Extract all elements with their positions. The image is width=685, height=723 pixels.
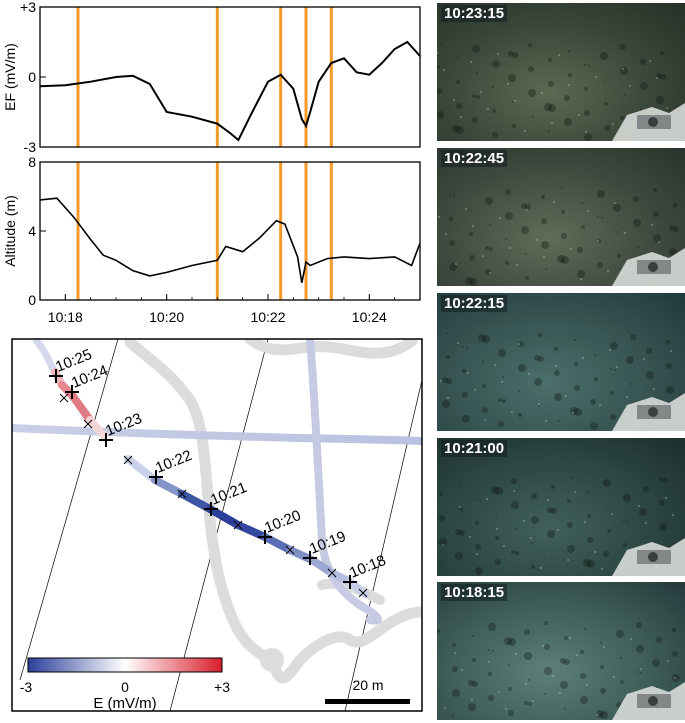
photo-timestamp: 10:22:45: [441, 150, 508, 167]
x-tick-label: 10:18: [48, 309, 83, 325]
x-tick-label: 10:22: [250, 309, 285, 325]
seafloor-photo: 10:21:00: [437, 438, 685, 576]
colorbar-max-label: +3: [214, 679, 230, 695]
seafloor-photo: 10:22:45: [437, 148, 685, 286]
map-half-tick: [327, 568, 337, 578]
seafloor-photo: 10:18:15: [437, 582, 685, 720]
photo-timestamp: 10:22:15: [441, 295, 508, 312]
alt-ylabel: Altitude (m): [2, 195, 18, 267]
y-tick-label: 0: [28, 69, 36, 85]
e-track-segment: [206, 505, 242, 529]
ef-y-ticks: +3 0 -3: [20, 0, 46, 155]
alt-time-markers: [76, 162, 333, 300]
e-track-vertical: [306, 339, 382, 625]
ef-line: [39, 40, 421, 142]
map-frame: [11, 338, 423, 712]
e-track-segment: [104, 436, 132, 463]
ef-ylabel: EF (mV/m): [2, 43, 18, 111]
ef-plot-frame: [39, 6, 421, 148]
vehicle-track: [244, 339, 418, 359]
seafloor-photo: 10:22:15: [437, 293, 685, 431]
map-grid-line: [344, 379, 422, 711]
y-tick-label: 8: [28, 154, 36, 170]
e-track-horizontal: [12, 424, 422, 445]
e-track-segment: [68, 391, 94, 424]
map-half-tick: [177, 489, 187, 499]
map-half-tick: [358, 588, 368, 598]
map-half-tick: [59, 393, 69, 403]
map-half-tick: [285, 545, 295, 555]
colorbar-title: E (mV/m): [93, 695, 156, 712]
photo-texture: [438, 187, 685, 286]
photo-texture: [437, 42, 685, 141]
x-tick-label: 10:24: [352, 309, 387, 325]
scale-bar: [325, 699, 410, 704]
photo-timestamp: 10:18:15: [441, 584, 508, 601]
y-tick-label: 4: [28, 223, 36, 239]
y-tick-label: +3: [20, 0, 36, 15]
photo-timestamp: 10:23:15: [441, 5, 508, 22]
map-grid-line: [19, 339, 119, 681]
e-track-segment: [178, 490, 214, 513]
seafloor-photo: 10:23:15: [437, 3, 685, 141]
x-ticks: 10:18 10:20 10:22 10:24: [39, 294, 421, 325]
x-tick-label: 10:20: [149, 309, 184, 325]
photo-texture: [439, 477, 685, 576]
e-track-segment: [261, 533, 294, 554]
photo-timestamp: 10:21:00: [441, 440, 508, 457]
colorbar-mid-label: 0: [121, 679, 129, 695]
map-half-tick: [123, 455, 133, 465]
colorbar-min-label: -3: [20, 679, 33, 695]
y-tick-label: -3: [24, 139, 37, 155]
alt-y-ticks: 8 4 0: [28, 154, 46, 308]
map-half-tick: [83, 419, 93, 429]
map-half-tick: [233, 520, 243, 530]
map-panel: 10:2510:2410:2310:2210:2110:2010:1910:18…: [11, 338, 423, 712]
e-track-segment: [234, 521, 269, 541]
colorbar: [27, 657, 223, 673]
scale-bar-label: 20 m: [352, 677, 383, 693]
photo-texture: [437, 621, 685, 720]
altitude-panel: 8 4 0 10:18 10:20 10:22 10:24 Altitude (m): [2, 154, 421, 325]
e-track-segment: [151, 476, 186, 498]
ef-panel: +3 0 -3 EF (mV/m): [2, 0, 421, 155]
altitude-line: [39, 197, 421, 283]
alt-plot-frame: [39, 161, 421, 301]
map-grid-line: [169, 339, 269, 711]
y-tick-label: 0: [28, 292, 36, 308]
vehicle-track-loop: [260, 648, 284, 672]
photo-texture: [440, 332, 685, 431]
